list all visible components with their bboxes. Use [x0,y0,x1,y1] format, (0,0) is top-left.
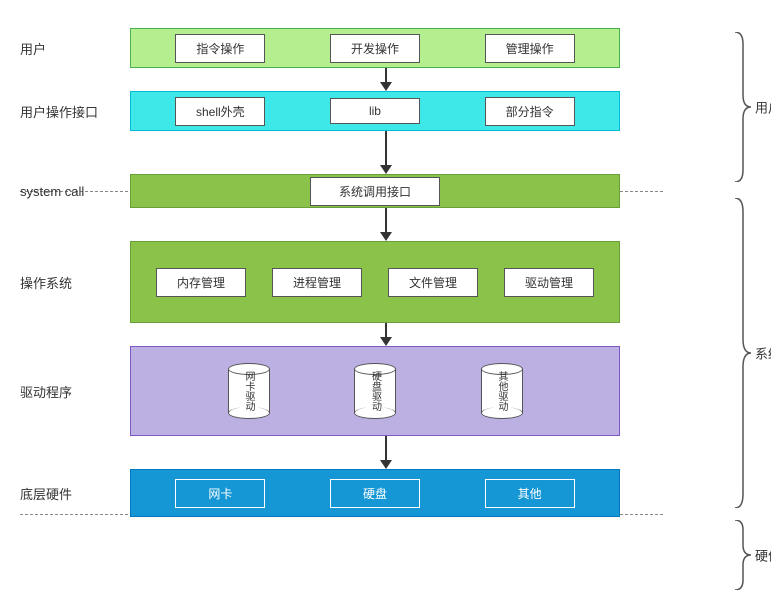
layer-syscall: system call 系统调用接口 [20,174,751,208]
layer-label: 用户操作接口 [20,102,130,121]
cylinder-icon: 网卡驱动 [228,363,270,419]
item-box: 其他 [485,479,575,508]
layer-box-user: 指令操作 开发操作 管理操作 [130,28,620,68]
section-label: 系统软件部分 [755,344,771,363]
layer-label: system call [20,184,130,199]
item-box: 进程管理 [272,268,362,297]
cylinder-label: 硬盘驱动 [368,371,383,411]
layer-box-hw: 网卡 硬盘 其他 [130,469,620,517]
layer-box-os: 内存管理 进程管理 文件管理 驱动管理 [130,241,620,323]
item-box: 系统调用接口 [310,177,440,206]
layer-label: 用户 [20,39,130,58]
item-box: 开发操作 [330,34,420,63]
section-label: 用户部分 [755,98,771,117]
architecture-diagram: 用户 指令操作 开发操作 管理操作 用户操作接口 shell外壳 lib 部分指… [20,28,751,517]
item-box: shell外壳 [175,97,265,126]
cylinder-label: 其他驱动 [494,371,509,411]
cylinder-icon: 硬盘驱动 [354,363,396,419]
item-box: lib [330,98,420,124]
item-box: 驱动管理 [504,268,594,297]
item-box: 硬盘 [330,479,420,508]
section-brace-user: 用户部分 [733,32,751,182]
item-box: 管理操作 [485,34,575,63]
layer-os: 操作系统 内存管理 进程管理 文件管理 驱动管理 [20,241,751,323]
layer-hardware: 底层硬件 网卡 硬盘 其他 [20,469,751,517]
item-box: 文件管理 [388,268,478,297]
item-box: 网卡 [175,479,265,508]
item-box: 内存管理 [156,268,246,297]
layer-user: 用户 指令操作 开发操作 管理操作 [20,28,751,68]
layer-label: 操作系统 [20,273,130,292]
layer-box-driver: 网卡驱动 硬盘驱动 其他驱动 [130,346,620,436]
cylinder-icon: 其他驱动 [481,363,523,419]
layer-user-interface: 用户操作接口 shell外壳 lib 部分指令 [20,91,751,131]
section-brace-system: 系统软件部分 [733,198,751,508]
layer-box-user-if: shell外壳 lib 部分指令 [130,91,620,131]
section-brace-hardware: 硬件部分 [733,520,751,590]
layer-label: 底层硬件 [20,484,130,503]
layer-box-syscall: 系统调用接口 [130,174,620,208]
item-box: 指令操作 [175,34,265,63]
section-label: 硬件部分 [755,546,771,565]
layer-driver: 驱动程序 网卡驱动 硬盘驱动 其他驱动 [20,346,751,436]
layer-label: 驱动程序 [20,382,130,401]
cylinder-label: 网卡驱动 [241,371,256,411]
item-box: 部分指令 [485,97,575,126]
